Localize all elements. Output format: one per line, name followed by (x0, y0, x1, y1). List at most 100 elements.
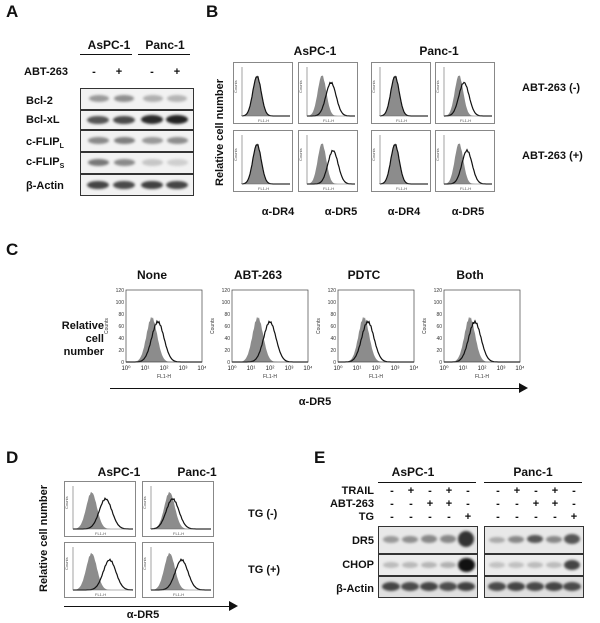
axis-label-fl1h: FL1-H (396, 118, 407, 123)
row-label-d-0: TG (-) (248, 508, 278, 520)
histogram-axes (443, 135, 492, 185)
y-tick-label: 100 (328, 300, 337, 306)
isotype-control-fill (126, 316, 202, 362)
col-label-b-1: α-DR5 (324, 206, 358, 218)
x-tick-label: 10¹ (353, 366, 362, 372)
isotype-control-fill (338, 316, 414, 362)
condition-sign-e: - (428, 485, 432, 497)
axis-label-counts: Counts (436, 80, 440, 93)
x-tick-label: 10² (160, 366, 169, 372)
y-tick-label: 0 (439, 360, 442, 366)
condition-sign-e: - (515, 511, 519, 523)
ylabel-c-line2: number (63, 346, 104, 358)
histogram-frame (231, 289, 309, 363)
histogram-axes (379, 135, 428, 185)
axis-label-fl1h: FL1-H (258, 186, 269, 191)
condition-sign-e: - (534, 485, 538, 497)
blot-chop-panc1 (484, 554, 584, 576)
x-tick-label: 10⁰ (333, 365, 343, 372)
axis-label-counts: Counts (65, 557, 69, 570)
axis-label-fl1h: FL1-H (263, 374, 277, 380)
arrow-head-c (519, 383, 528, 393)
isotype-control-fill (307, 75, 355, 116)
y-tick-label: 60 (224, 324, 230, 330)
xlabel-d: α-DR5 (126, 609, 160, 621)
ylabel-c: Relative cell number (60, 320, 104, 359)
histogram-b-aspc1-dr5-plus: Counts FL1-H (298, 130, 358, 192)
x-tick-label: 10² (266, 366, 275, 372)
arrow-line-d (64, 606, 230, 607)
isotype-control-fill (151, 491, 211, 529)
x-tick-label: 10² (478, 366, 487, 372)
y-tick-label: 0 (333, 360, 336, 366)
protein-label-bclxl: Bcl-xL (26, 114, 60, 126)
histogram-d-aspc1-tg-plus: Counts FL1-H (64, 542, 136, 598)
condition-sign-e: + (570, 511, 578, 523)
axis-label-fl1h: FL1-H (173, 531, 184, 536)
antibody-stain-line (241, 144, 290, 185)
histogram-c-both: 0 20 40 60 80 100 120 10⁰ 10¹ 10² 10³ 10⁴ Counts FL1-… (422, 286, 525, 380)
histogram-c-none: 0 20 40 60 80 100 120 10⁰ 10¹ 10² 10³ 10⁴ Counts FL1-… (104, 286, 207, 380)
xlabel-c: α-DR5 (298, 396, 332, 408)
condition-sign-e: - (553, 511, 557, 523)
axis-label-counts: Counts (372, 80, 376, 93)
sign-a-0: - (92, 66, 96, 78)
protein-label-chop: CHOP (342, 559, 374, 571)
histogram-axes (306, 67, 355, 117)
condition-sign-e: - (572, 485, 576, 497)
cell-line-aspc1-d: AsPC-1 (97, 465, 141, 479)
axis-label-fl1h: FL1-H (460, 186, 471, 191)
cell-line-aspc1-e: AsPC-1 (391, 465, 435, 479)
col-label-b-2: α-DR4 (387, 206, 421, 218)
histogram-axes (241, 67, 290, 117)
y-tick-label: 20 (436, 348, 442, 354)
condition-sign-e: + (426, 498, 434, 510)
x-tick-label: 10³ (497, 366, 506, 372)
underline-panc1-a (138, 54, 190, 55)
y-tick-label: 120 (116, 288, 125, 294)
y-tick-label: 80 (436, 312, 442, 318)
axis-label-counts: Counts (234, 148, 238, 161)
row-label-b-0: ABT-263 (-) (522, 82, 581, 94)
histogram-b-panc1-dr4-minus: Counts FL1-H (371, 62, 431, 124)
histogram-b-aspc1-dr5-minus: Counts FL1-H (298, 62, 358, 124)
condition-sign-e: - (390, 485, 394, 497)
blot-bclxl (80, 110, 194, 130)
y-tick-label: 20 (224, 348, 230, 354)
condition-sign-e: - (409, 498, 413, 510)
y-tick-label: 100 (222, 300, 231, 306)
histogram-b-panc1-dr5-plus: Counts FL1-H (435, 130, 495, 192)
isotype-control-fill (444, 75, 492, 116)
antibody-stain-line (150, 498, 211, 530)
sign-a-2: - (150, 66, 154, 78)
isotype-control-fill (151, 552, 211, 590)
y-tick-label: 120 (328, 288, 337, 294)
histogram-frame (443, 289, 521, 363)
protein-label-bactin-e: β-Actin (336, 583, 374, 595)
y-tick-label: 40 (224, 336, 230, 342)
condition-sign-e: - (409, 511, 413, 523)
y-tick-label: 40 (118, 336, 124, 342)
y-tick-label: 60 (436, 324, 442, 330)
condition-sign-e: - (390, 511, 394, 523)
ylabel-c-line1: Relative cell (61, 320, 104, 345)
blot-chop-aspc1 (378, 554, 478, 576)
panel-letter-c: C (6, 240, 19, 259)
cell-line-panc1-a: Panc-1 (145, 38, 185, 52)
axis-label-counts: Counts (299, 80, 303, 93)
axis-label-counts: Counts (299, 148, 303, 161)
treatment-label-a: ABT-263 (24, 66, 69, 78)
histogram-axes (150, 547, 211, 591)
axis-label-fl1h: FL1-H (258, 118, 269, 123)
antibody-stain-line (379, 76, 428, 117)
antibody-stain-line (379, 144, 428, 185)
blot-dr5-panc1 (484, 526, 584, 554)
arrow-line-c (110, 388, 520, 389)
histogram-axes (72, 486, 133, 530)
axis-label-fl1h: FL1-H (323, 186, 334, 191)
blot-bactin-a (80, 174, 194, 196)
protein-label-cflips: c-FLIPS (26, 156, 65, 171)
cell-line-aspc1-a: AsPC-1 (87, 38, 131, 52)
histogram-axes (306, 135, 355, 185)
axis-label-counts: Counts (436, 148, 440, 161)
